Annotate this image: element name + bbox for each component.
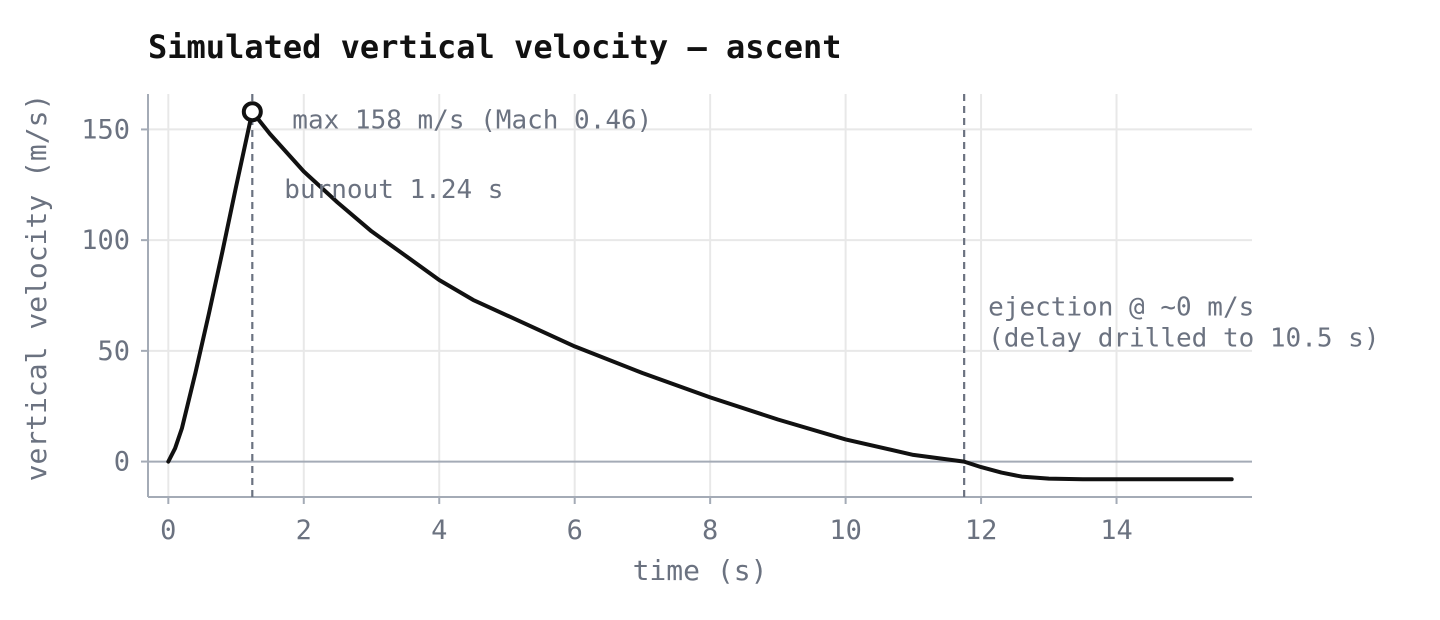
event-lines bbox=[251, 94, 966, 497]
max-point-marker bbox=[241, 101, 263, 123]
series-group bbox=[166, 101, 1234, 482]
burnout-annotation: burnout 1.24 s bbox=[284, 175, 503, 205]
y-axis-label: vertical velocity (m/s) bbox=[20, 94, 53, 482]
y-tick-label: 0 bbox=[114, 447, 130, 478]
x-tick-label: 8 bbox=[702, 515, 718, 546]
tick-labels: 0 2 4 6 8 10 12 14 0 50 100 150 bbox=[81, 114, 1133, 546]
ejection-annotation: ejection @ ~0 m/s bbox=[988, 293, 1254, 323]
y-tick-label: 150 bbox=[81, 114, 130, 145]
x-axis-label: time (s) bbox=[633, 554, 768, 587]
x-tick-label: 2 bbox=[296, 515, 312, 546]
grid-lines bbox=[148, 94, 1252, 497]
x-tick-label: 0 bbox=[160, 515, 176, 546]
x-tick-label: 4 bbox=[431, 515, 447, 546]
x-tick-label: 14 bbox=[1100, 515, 1133, 546]
x-tick-label: 10 bbox=[829, 515, 862, 546]
axes bbox=[141, 94, 1252, 504]
y-tick-label: 50 bbox=[97, 336, 130, 367]
annotations: max 158 m/s (Mach 0.46) burnout 1.24 s eje… bbox=[284, 106, 1379, 354]
chart-title: Simulated vertical velocity — ascent bbox=[148, 28, 842, 66]
x-tick-label: 12 bbox=[965, 515, 998, 546]
velocity-line bbox=[166, 109, 1234, 482]
y-tick-label: 100 bbox=[81, 225, 130, 256]
ejection-delay-annotation: (delay drilled to 10.5 s) bbox=[988, 324, 1379, 354]
x-tick-label: 6 bbox=[567, 515, 583, 546]
max-annotation: max 158 m/s (Mach 0.46) bbox=[292, 106, 652, 136]
